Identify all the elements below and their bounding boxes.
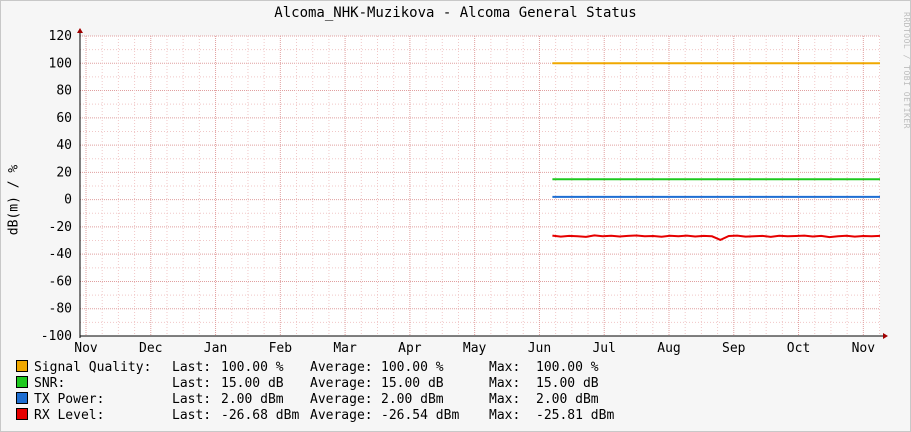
x-tick-label: Dec xyxy=(139,341,162,356)
legend-swatch xyxy=(16,408,28,420)
legend-average-value: 100.00 % xyxy=(381,360,444,375)
legend-max-value: 2.00 dBm xyxy=(536,392,599,407)
x-tick-label: Jul xyxy=(592,341,615,356)
legend-row: SNR: Last: 15.00 dB Average: 15.00 dB Max: 15.… xyxy=(16,376,599,392)
legend-last-value: -26.68 dBm xyxy=(221,408,300,423)
y-tick-label: 80 xyxy=(56,84,72,99)
y-tick-label: 60 xyxy=(56,111,72,126)
legend-swatch xyxy=(16,392,28,404)
x-tick-label: Jun xyxy=(528,341,551,356)
x-tick-label: Mar xyxy=(333,341,357,356)
x-tick-label: Aug xyxy=(657,341,680,356)
x-tick-label: Apr xyxy=(398,341,422,356)
legend-last-label: Last: xyxy=(172,376,212,391)
x-tick-label: Feb xyxy=(269,341,293,356)
legend-max-value: 15.00 dB xyxy=(536,376,599,391)
legend-row: TX Power: Last: 2.00 dBm Average: 2.00 dBm Ma… xyxy=(16,392,599,408)
legend-last-value: 2.00 dBm xyxy=(221,392,284,407)
legend-label: Signal Quality: xyxy=(34,360,152,375)
legend-swatch xyxy=(16,360,28,372)
legend-last-label: Last: xyxy=(172,408,212,423)
x-tick-label: Sep xyxy=(722,341,746,356)
y-tick-label: 40 xyxy=(56,138,72,153)
y-axis-arrow xyxy=(77,28,83,33)
y-tick-label: 0 xyxy=(64,193,72,208)
series-lines xyxy=(552,62,881,241)
legend-average-label: Average: xyxy=(310,360,373,375)
y-tick-label: -60 xyxy=(49,274,72,289)
legend-max-value: -25.81 dBm xyxy=(536,408,615,423)
y-tick-label: -80 xyxy=(49,302,72,317)
legend-row: RX Level: Last: -26.68 dBm Average: -26.54 d… xyxy=(16,408,614,424)
legend-average-value: 2.00 dBm xyxy=(381,392,444,407)
y-tick-label: -100 xyxy=(41,329,72,344)
legend-last-label: Last: xyxy=(172,360,212,375)
series-line xyxy=(552,234,881,241)
y-tick-labels: 120 100 80 60 40 20 0 -20 -40 -60 -80 -100 xyxy=(41,29,72,344)
chart-title: Alcoma_NHK-Muzikova - Alcoma General Sta… xyxy=(274,5,637,21)
legend-last-label: Last: xyxy=(172,392,212,407)
y-tick-label: -40 xyxy=(49,247,72,262)
legend-average-label: Average: xyxy=(310,376,373,391)
legend-max-value: 100.00 % xyxy=(536,360,599,375)
legend-max-label: Max: xyxy=(489,408,521,423)
legend-label: RX Level: xyxy=(34,408,105,423)
x-tick-label: May xyxy=(463,341,487,356)
x-axis-arrow xyxy=(883,333,888,339)
legend-max-label: Max: xyxy=(489,360,521,375)
x-tick-label: Nov xyxy=(74,341,98,356)
legend-max-label: Max: xyxy=(489,376,521,391)
legend-label: TX Power: xyxy=(34,392,105,407)
y-tick-label: 120 xyxy=(49,29,72,44)
y-tick-label: 20 xyxy=(56,165,72,180)
legend-row: Signal Quality: Last: 100.00 % Average: 100.… xyxy=(16,360,599,376)
legend-last-value: 100.00 % xyxy=(221,360,284,375)
x-tick-labels: Nov Dec Jan Feb Mar Apr May Jun Jul Aug Sep Oct Nov xyxy=(74,341,875,356)
x-tick-label: Oct xyxy=(787,341,810,356)
legend: Signal Quality: Last: 100.00 % Average: 100.… xyxy=(16,360,614,424)
y-tick-label: -20 xyxy=(49,220,72,235)
y-tick-label: 100 xyxy=(49,56,72,71)
legend-label: SNR: xyxy=(34,376,66,391)
legend-max-label: Max: xyxy=(489,392,521,407)
legend-average-label: Average: xyxy=(310,392,373,407)
side-credit: RRDTOOL / TOBI OETIKER xyxy=(902,12,911,129)
axes xyxy=(77,28,888,339)
legend-last-value: 15.00 dB xyxy=(221,376,284,391)
x-tick-label: Jan xyxy=(204,341,227,356)
legend-average-value: 15.00 dB xyxy=(381,376,444,391)
legend-average-value: -26.54 dBm xyxy=(381,408,460,423)
legend-average-label: Average: xyxy=(310,408,373,423)
legend-swatch xyxy=(16,376,28,388)
x-tick-label: Nov xyxy=(852,341,876,356)
